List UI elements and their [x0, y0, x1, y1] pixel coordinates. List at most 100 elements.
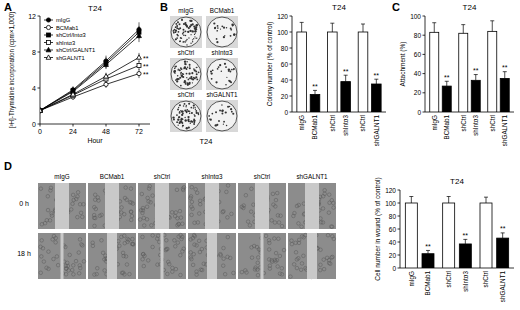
- error-bar: [461, 25, 465, 34]
- dish: [207, 101, 237, 131]
- colony: [216, 38, 218, 40]
- colony: [186, 73, 188, 75]
- y-tick-label: 40: [389, 239, 397, 246]
- cell: [226, 216, 230, 220]
- cell: [302, 254, 306, 258]
- colony: [225, 84, 227, 86]
- colony: [175, 79, 177, 81]
- cell: [240, 270, 244, 274]
- colony: [176, 25, 178, 27]
- colony: [186, 44, 187, 45]
- cell: [193, 234, 197, 238]
- colony: [184, 103, 186, 105]
- colony: [224, 35, 225, 36]
- cell: [331, 201, 335, 205]
- row-label: 0 h: [19, 200, 29, 207]
- y-axis: [425, 16, 426, 112]
- error-bar: [503, 72, 507, 79]
- colony: [186, 39, 187, 40]
- y-tick-label: 0: [417, 109, 421, 116]
- cell: [141, 235, 145, 239]
- colony: [179, 69, 181, 71]
- error-bar: [447, 197, 451, 204]
- y-tick: [423, 73, 426, 74]
- colony: [217, 27, 219, 29]
- image-caption: T24: [200, 137, 213, 146]
- colony: [183, 105, 185, 107]
- y-tick: [38, 16, 41, 17]
- cell: [165, 247, 169, 251]
- colony: [194, 30, 196, 32]
- cell: [131, 243, 135, 247]
- colony: [192, 39, 193, 40]
- colony: [181, 110, 183, 112]
- colony: [192, 41, 193, 42]
- colony: [178, 78, 180, 80]
- colony: [185, 35, 187, 37]
- colony: [182, 125, 184, 127]
- colony: [176, 27, 178, 29]
- colony: [193, 38, 194, 39]
- cell: [297, 256, 301, 260]
- wound-gap: [105, 183, 119, 229]
- colony: [225, 111, 227, 113]
- error-bar: [463, 239, 467, 244]
- y-tick-label: 0: [32, 121, 36, 128]
- colony: [184, 41, 186, 43]
- y-tick: [423, 35, 426, 36]
- image-label: shIntα3: [202, 173, 223, 180]
- colony: [188, 103, 190, 105]
- colony: [188, 120, 190, 122]
- colony: [173, 32, 175, 34]
- cell: [280, 224, 284, 228]
- cell: [122, 212, 126, 216]
- marker: [40, 108, 42, 112]
- colony: [184, 66, 186, 68]
- cell: [325, 256, 329, 260]
- colony: [179, 104, 181, 106]
- cell: [117, 239, 121, 243]
- colony: [179, 116, 181, 118]
- significance: **: [444, 74, 450, 81]
- colony: [177, 118, 179, 120]
- bar: [471, 80, 480, 112]
- cell: [125, 263, 129, 267]
- wound-gap: [61, 233, 64, 279]
- colony: [211, 78, 213, 80]
- cell: [244, 269, 248, 273]
- y-tick: [398, 268, 401, 269]
- cell: [42, 260, 46, 264]
- colony: [177, 35, 179, 37]
- error-bar: [490, 21, 494, 32]
- colony: [176, 121, 178, 123]
- colony: [197, 112, 199, 114]
- chart-title: T24: [332, 3, 346, 12]
- colony: [194, 107, 195, 108]
- colony: [195, 71, 197, 73]
- cell: [276, 265, 280, 269]
- colony: [225, 66, 227, 68]
- y-tick-label: 100: [410, 13, 421, 20]
- colony: [212, 113, 214, 115]
- wound-gap: [307, 233, 317, 279]
- colony: [180, 37, 182, 39]
- cell: [300, 262, 304, 266]
- colony: [184, 60, 186, 62]
- cell: [78, 264, 82, 268]
- colony: [233, 33, 235, 35]
- error-bar: [432, 23, 436, 33]
- colony: [180, 73, 181, 74]
- cell: [43, 221, 47, 225]
- colony: [185, 63, 187, 65]
- colony: [223, 124, 224, 125]
- cell: [273, 258, 277, 262]
- bar: [497, 238, 509, 268]
- significance: **: [143, 63, 149, 70]
- cell: [46, 194, 50, 198]
- colony: [188, 120, 190, 122]
- cell: [179, 253, 183, 257]
- x-tick-label: BCMab1: [443, 115, 450, 140]
- image-label: BCMab1: [100, 173, 125, 180]
- colony: [179, 27, 181, 29]
- colony: [190, 107, 192, 109]
